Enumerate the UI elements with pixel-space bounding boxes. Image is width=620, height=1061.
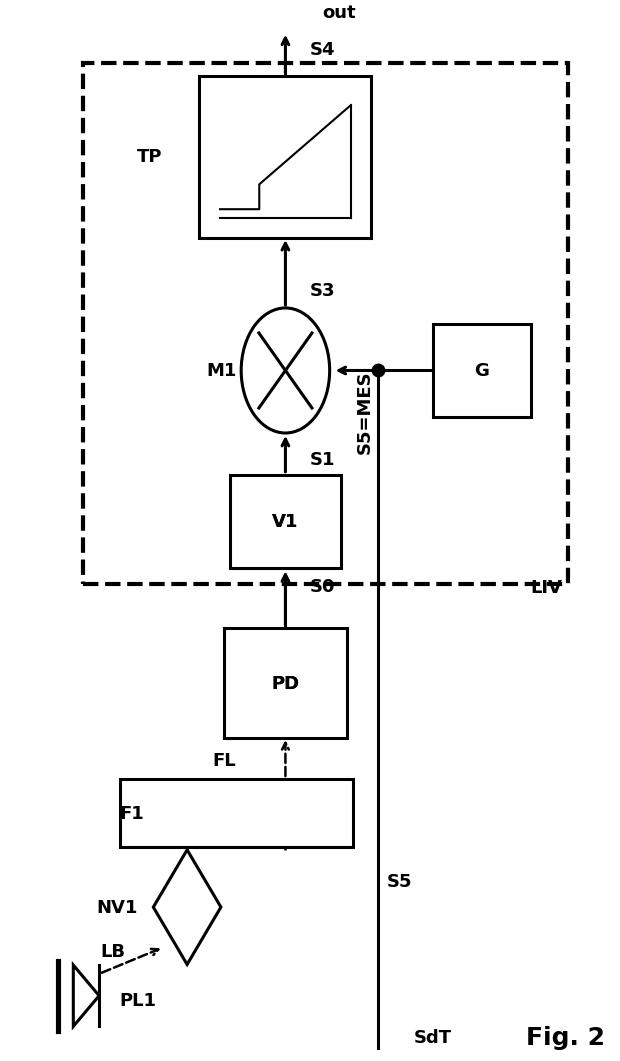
Text: PL1: PL1 (120, 992, 156, 1010)
Text: SdT: SdT (414, 1028, 452, 1046)
Bar (120, 780, 353, 848)
Text: G: G (474, 362, 489, 380)
Text: S0: S0 (310, 577, 335, 595)
Text: S1: S1 (310, 450, 335, 468)
Text: S5=MES: S5=MES (356, 370, 374, 454)
Text: LB: LB (100, 943, 126, 961)
Bar (200, 76, 371, 238)
Text: S4: S4 (310, 41, 335, 59)
Text: S3: S3 (310, 281, 335, 299)
Text: V1: V1 (272, 512, 299, 530)
Bar (224, 628, 347, 738)
Text: PD: PD (272, 675, 299, 692)
Text: PD: PD (272, 675, 299, 692)
Bar (82, 64, 568, 585)
Text: V1: V1 (272, 512, 299, 530)
Text: out: out (322, 4, 356, 22)
Text: Fig. 2: Fig. 2 (526, 1025, 605, 1049)
Text: FL: FL (213, 751, 236, 769)
Ellipse shape (241, 309, 330, 433)
Polygon shape (73, 966, 99, 1026)
Text: F1: F1 (119, 804, 144, 822)
Text: S5: S5 (387, 872, 412, 890)
Text: TP: TP (137, 149, 162, 167)
Bar (433, 324, 531, 418)
Bar (230, 475, 341, 569)
Text: NV1: NV1 (97, 899, 138, 917)
Polygon shape (153, 850, 221, 964)
Text: M1: M1 (206, 362, 236, 380)
Text: LIV: LIV (530, 579, 562, 597)
